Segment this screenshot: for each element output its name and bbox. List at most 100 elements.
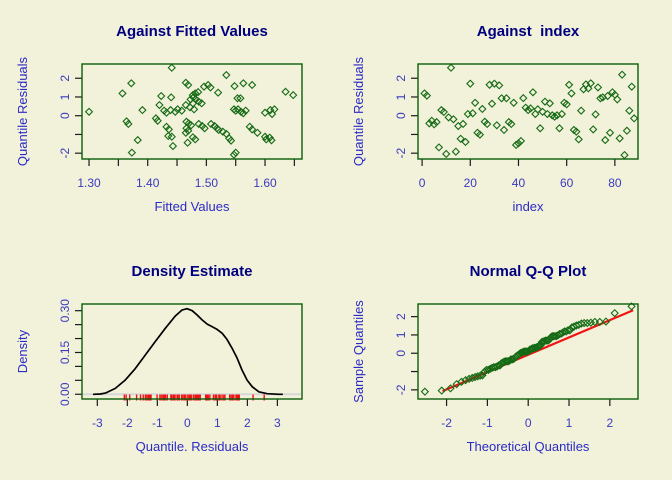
data-point-diamond [231,106,240,115]
data-point-diamond [579,318,589,328]
data-point-diamond [230,81,239,91]
x-tick-label: 1.30 [77,176,101,190]
data-point-diamond [620,150,629,160]
x-axis: 0 20 40 60 80 [419,159,622,190]
data-point-diamond [213,88,223,97]
data-point-diamond [434,143,444,152]
plot-box [417,63,639,160]
data-point-diamond [538,107,547,116]
data-point-diamond [576,106,586,115]
data-point-diamond [184,126,193,135]
x-tick-label: -1 [152,416,163,430]
rug-marks [123,394,265,401]
data-point-diamond [122,117,131,126]
y-axis: -2 0 1 2 [58,75,82,159]
data-point-diamond [533,105,542,114]
data-point-diamond [181,100,191,110]
data-point-diamond [449,115,458,124]
data-point-diamond [166,93,176,102]
data-point-diamond [181,128,191,137]
y-tick-label: 1 [394,93,408,100]
data-point-diamond [183,138,192,147]
y-axis: -2 0 1 2 [394,313,418,395]
data-point-diamond [214,125,223,135]
data-point-diamond [437,386,446,395]
panel-against-index: Against index index Quantile Residuals 0… [351,23,639,214]
data-point-diamond [200,124,209,133]
data-point-diamond [239,79,248,88]
y-tick-label: -2 [394,148,408,159]
data-point-diamond [541,336,550,345]
data-point-diamond [253,128,262,137]
plot-box [81,63,303,160]
data-point-diamond [446,384,455,393]
x-tick-label: 0 [184,416,191,430]
data-point-diamond [487,99,497,108]
data-point-diamond [429,120,439,129]
data-point-diamond [461,137,470,147]
data-point-diamond [627,302,636,311]
data-point-diamond [543,109,552,119]
data-point-diamond [226,136,236,145]
data-point-diamond [627,82,636,91]
data-point-diamond [153,116,162,125]
data-point-diamond [601,135,610,145]
data-point-diamond [427,116,436,125]
data-point-diamond [168,141,178,151]
data-point-diamond [167,132,176,141]
data-point-diamond [514,139,523,148]
y-tick-label: -2 [394,384,408,395]
data-point-diamond [247,80,257,90]
data-point-diamond [495,361,505,370]
y-tick-label: 2 [394,313,408,320]
data-point-diamond [206,83,215,92]
data-point-diamond [583,318,592,328]
data-point-diamond [194,119,203,129]
data-point-diamond [157,91,166,101]
data-point-diamond [464,374,474,384]
data-point-diamond [124,119,133,129]
data-point-diamond [138,105,147,115]
data-point-diamond [617,70,627,79]
data-point-diamond [593,83,603,92]
panel-against-fitted-values: Against Fitted Values Fitted Values Quan… [15,23,303,214]
data-point-diamond [507,119,516,129]
y-axis: 0.00 0.15 0.30 [58,299,82,406]
y-tick-label: 0 [58,112,72,119]
x-tick-label: 1.50 [195,176,219,190]
data-point-diamond [586,318,595,327]
panel-density-estimate: Density Estimate Quantile. Residuals Den… [15,263,303,454]
data-point-diamond [492,121,501,130]
data-point-diamond [470,98,480,107]
data-point-diamond [601,317,611,326]
data-point-diamond [222,70,231,80]
data-point-diamond [167,63,176,72]
data-point-diamond [231,148,240,157]
data-point-diamond [186,121,196,130]
data-point-diamond [475,130,485,139]
data-point-diamond [550,112,559,121]
data-point-diamond [577,319,586,328]
panel3-y-axis-label: Density [15,329,30,373]
panel4-x-axis-label: Theoretical Quantiles [467,439,590,454]
x-tick-label: 0 [419,176,426,190]
data-point-diamond [439,107,448,117]
y-tick-label: 2 [58,75,72,82]
x-axis: -2 -1 0 1 2 [441,399,613,430]
data-point-diamond [177,106,186,115]
data-point-diamond [199,82,209,91]
data-point-diamond [589,125,598,134]
data-point-diamond [281,87,290,96]
data-point-diamond [127,79,136,88]
data-point-diamond [155,100,164,110]
data-point-diamond [562,100,571,109]
y-tick-label: 0 [394,350,408,357]
x-axis: -3 -2 -1 0 1 2 3 [92,399,281,430]
data-point-diamond [425,119,434,128]
y-tick-label: 0.30 [58,299,72,323]
data-point-diamond [480,367,489,376]
scatter-points [84,63,298,159]
data-point-diamond [567,89,576,98]
data-point-diamond [171,107,180,116]
panel3-x-axis-label: Quantile. Residuals [136,439,249,454]
